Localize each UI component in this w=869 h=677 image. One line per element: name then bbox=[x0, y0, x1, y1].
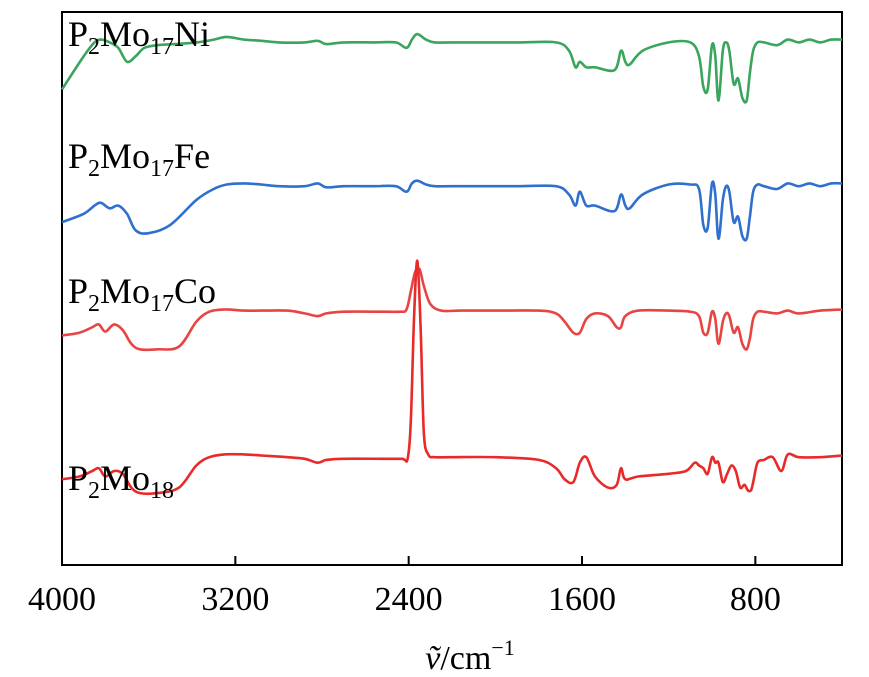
label-text: Mo bbox=[100, 271, 150, 311]
x-tick-label: 4000 bbox=[28, 581, 96, 618]
x-axis-ticks: 4000 3200 2400 1600 800 bbox=[28, 556, 781, 618]
label-subscript: 2 bbox=[88, 478, 100, 504]
x-axis-title-unit: /cm bbox=[440, 640, 491, 677]
series-line-P2Mo17Ni bbox=[60, 32, 843, 104]
x-tick-label: 3200 bbox=[201, 581, 269, 618]
series-label-P2Mo17Fe: P2Mo17Fe bbox=[68, 136, 210, 182]
label-text: P bbox=[68, 271, 88, 311]
label-subscript: 18 bbox=[150, 478, 174, 504]
label-subscript: 2 bbox=[88, 34, 100, 60]
label-text: Mo bbox=[100, 14, 150, 54]
plot-frame bbox=[61, 11, 843, 566]
label-subscript: 2 bbox=[88, 291, 100, 317]
series-line-P2Mo18 bbox=[61, 259, 843, 496]
label-text: Fe bbox=[174, 136, 210, 176]
series-label-P2Mo18: P2Mo18 bbox=[68, 458, 174, 504]
label-text: Mo bbox=[100, 458, 150, 498]
label-text: P bbox=[68, 458, 88, 498]
series-lines bbox=[60, 32, 843, 496]
label-text: P bbox=[68, 136, 88, 176]
series-label-P2Mo17Co: P2Mo17Co bbox=[68, 271, 216, 317]
label-subscript: 17 bbox=[150, 34, 174, 60]
label-subscript: 17 bbox=[150, 156, 174, 182]
x-tick-label: 800 bbox=[730, 581, 781, 618]
label-text: Co bbox=[174, 271, 216, 311]
label-text: Ni bbox=[174, 14, 210, 54]
series-line-P2Mo17Co bbox=[61, 266, 843, 352]
x-axis-title-exponent: −1 bbox=[491, 635, 514, 660]
x-tick-label: 2400 bbox=[375, 581, 443, 618]
label-text: P bbox=[68, 14, 88, 54]
series-line-P2Mo17Fe bbox=[61, 179, 843, 242]
label-text: Mo bbox=[100, 136, 150, 176]
x-axis-title-symbol: ṽ bbox=[425, 640, 441, 677]
label-subscript: 17 bbox=[150, 291, 174, 317]
x-axis-title: ṽ/cm−1 bbox=[425, 635, 515, 677]
series-label-P2Mo17Ni: P2Mo17Ni bbox=[68, 14, 210, 60]
x-tick-label: 1600 bbox=[548, 581, 616, 618]
label-subscript: 2 bbox=[88, 156, 100, 182]
